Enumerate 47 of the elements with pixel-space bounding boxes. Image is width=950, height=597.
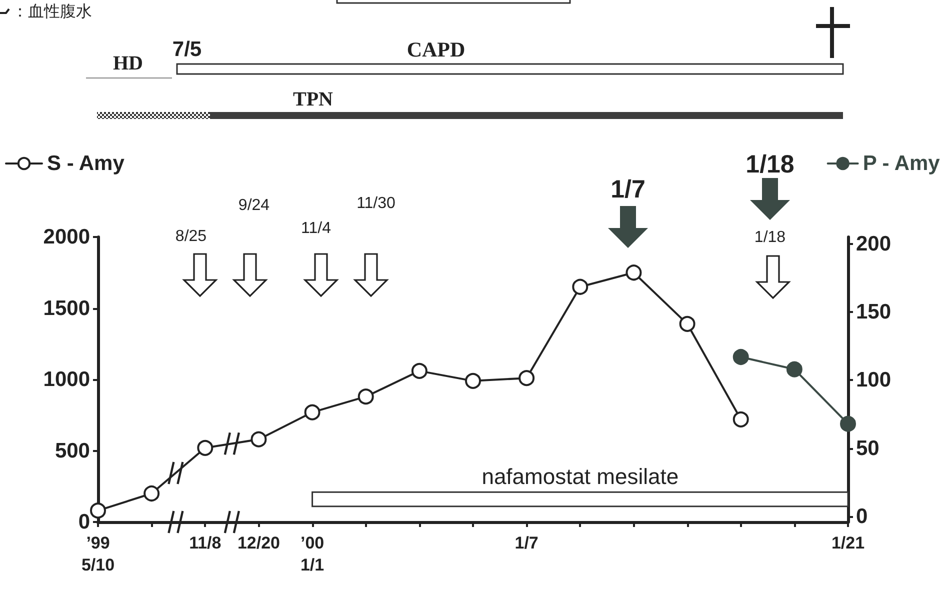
text: 11/30 — [356, 195, 396, 213]
point — [626, 264, 642, 281]
text: CAPD — [406, 38, 466, 62]
y2-tick-label: 0 — [856, 505, 868, 528]
y-tick-label: 1500 — [43, 296, 90, 320]
point — [732, 411, 749, 428]
x-tick-label: ’00 1/1 — [300, 534, 324, 574]
point — [840, 416, 856, 432]
point — [250, 431, 267, 448]
text: 1/7 — [610, 176, 646, 204]
y2-tick-label: 150 — [856, 300, 892, 324]
x-tick-label: 11/8 — [189, 534, 222, 552]
band-label: nafamostat mesilate — [482, 464, 679, 489]
point — [197, 440, 214, 456]
annotation: 8/25 — [175, 228, 207, 246]
point — [144, 486, 160, 502]
annotation: 1/18 — [754, 229, 786, 247]
point — [786, 361, 802, 378]
x-tick-label: 1/21 — [831, 534, 865, 552]
point — [572, 278, 588, 295]
legend-label: P - Amy — [862, 152, 940, 175]
point — [90, 502, 106, 519]
point — [411, 362, 428, 379]
y2-tick-label: 100 — [856, 368, 892, 392]
text: 9/24 — [238, 197, 270, 215]
point — [679, 316, 696, 332]
point — [358, 388, 374, 405]
y2-tick-label: 200 — [856, 232, 892, 256]
legend-label: S - Amy — [47, 152, 125, 175]
text: ：血性腹水 — [12, 2, 92, 22]
text: TPN — [293, 88, 333, 112]
y-tick-label: 500 — [54, 439, 90, 462]
y-tick-label: 0 — [78, 510, 90, 534]
point — [465, 372, 481, 389]
x-tick-label: ’99 5/10 — [81, 534, 115, 574]
x-tick-label: 12/20 — [237, 534, 280, 552]
y-tick-label: 1000 — [43, 368, 90, 391]
text: HD — [113, 52, 143, 76]
text: 1/18 — [746, 150, 794, 180]
y2-tick-label: 50 — [856, 436, 880, 460]
text: 11/4 — [301, 220, 331, 238]
point — [732, 349, 749, 365]
text: 7/5 — [172, 38, 202, 62]
y-tick-label: 2000 — [43, 226, 90, 248]
x-tick-label: 1/7 — [514, 534, 538, 552]
point — [518, 370, 535, 386]
point — [304, 404, 320, 420]
